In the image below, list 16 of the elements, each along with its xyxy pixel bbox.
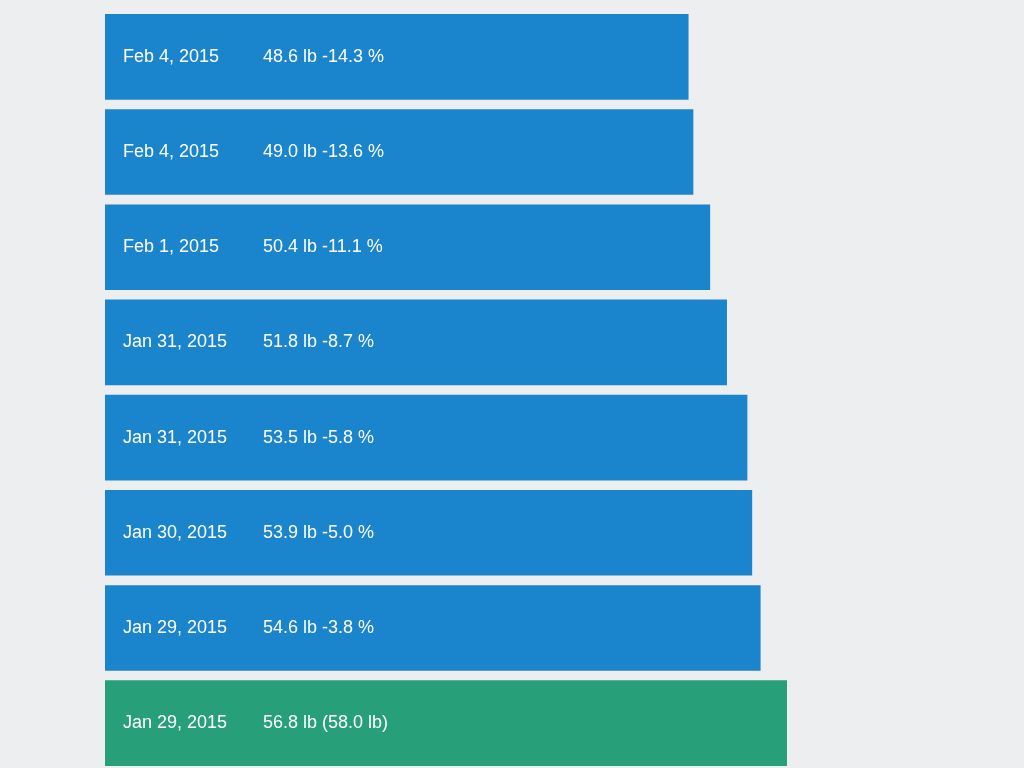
data-label: 53.9 lb -5.0 % <box>263 521 375 542</box>
data-label: 54.6 lb -3.8 % <box>263 616 375 637</box>
data-label: 50.4 lb -11.1 % <box>263 236 383 257</box>
data-label: 49.0 lb -13.6 % <box>263 141 385 162</box>
y-tick-label: Jan 31, 2015 <box>123 426 228 447</box>
y-tick-label: Jan 31, 2015 <box>123 331 228 352</box>
data-label: 48.6 lb -14.3 % <box>263 45 385 66</box>
data-label: 51.8 lb -8.7 % <box>263 331 375 352</box>
y-tick-label: Feb 4, 2015 <box>123 45 220 66</box>
y-tick-label: Feb 1, 2015 <box>123 236 220 257</box>
data-label: 56.8 lb (58.0 lb) <box>263 712 389 733</box>
y-tick-label: Jan 30, 2015 <box>123 521 228 542</box>
y-tick-label: Jan 29, 2015 <box>123 616 228 637</box>
data-label: 53.5 lb -5.8 % <box>263 426 375 447</box>
y-tick-label: Feb 4, 2015 <box>123 141 220 162</box>
y-tick-label: Jan 29, 2015 <box>123 712 228 733</box>
